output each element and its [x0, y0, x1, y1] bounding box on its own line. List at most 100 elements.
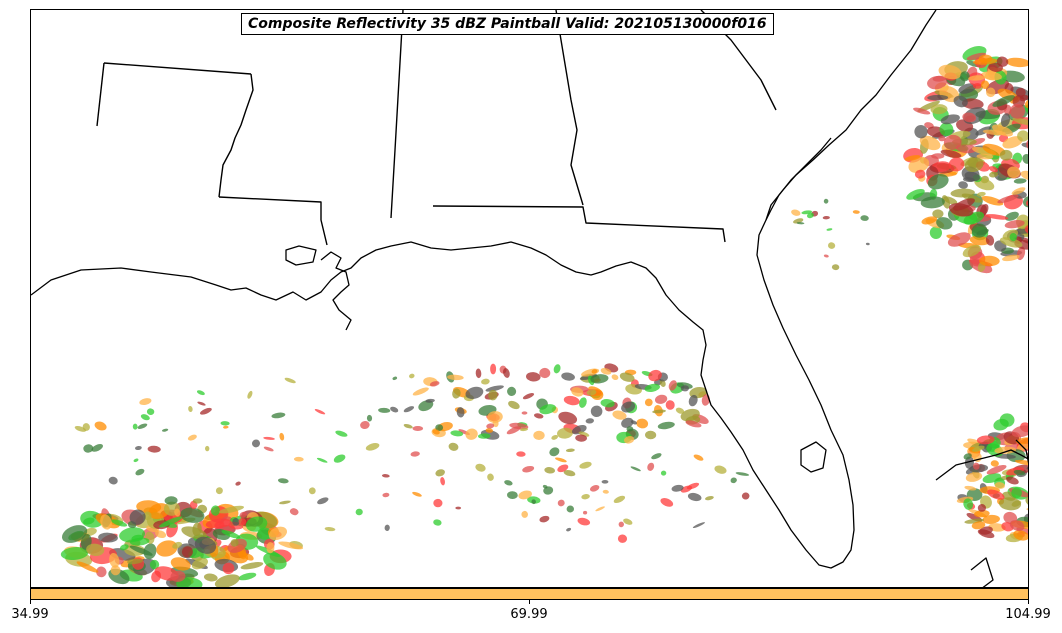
reflectivity-blob: [324, 527, 336, 532]
reflectivity-blob: [591, 369, 598, 374]
reflectivity-blob: [382, 492, 390, 498]
reflectivity-blob: [174, 508, 181, 517]
reflectivity-blob: [435, 469, 445, 477]
reflectivity-blob: [823, 254, 829, 258]
reflectivity-blob: [1016, 437, 1028, 445]
reflectivity-blob: [197, 401, 206, 406]
reflectivity-blob: [590, 484, 600, 492]
reflectivity-blob: [964, 157, 984, 173]
reflectivity-blob: [963, 498, 974, 510]
reflectivity-blob: [279, 432, 285, 441]
reflectivity-blob: [985, 234, 995, 246]
reflectivity-blob: [1026, 507, 1028, 513]
reflectivity-blob: [240, 562, 264, 570]
reflectivity-blob: [100, 514, 112, 530]
reflectivity-blob: [412, 387, 429, 396]
reflectivity-blob: [976, 191, 986, 197]
reflectivity-blob: [962, 244, 981, 258]
reflectivity-blob: [215, 487, 223, 495]
reflectivity-blob: [579, 397, 587, 408]
reflectivity-blob: [1021, 142, 1028, 149]
reflectivity-blob: [245, 516, 268, 532]
reflectivity-blob: [384, 524, 390, 531]
reflectivity-blob: [533, 413, 544, 419]
reflectivity-blob: [860, 215, 869, 221]
reflectivity-blob: [140, 414, 150, 421]
reflectivity-blob: [971, 521, 986, 530]
reflectivity-blob: [932, 75, 947, 82]
reflectivity-blob: [418, 400, 434, 412]
reflectivity-blob: [289, 508, 299, 516]
reflectivity-blob: [1000, 113, 1011, 127]
reflectivity-blob: [953, 95, 968, 108]
reflectivity-blob: [950, 188, 975, 198]
reflectivity-blob: [561, 372, 575, 381]
reflectivity-blob: [600, 399, 615, 408]
reflectivity-blob: [129, 537, 150, 546]
reflectivity-blob: [1007, 166, 1021, 179]
reflectivity-blob: [410, 451, 420, 457]
reflectivity-blob: [149, 559, 160, 570]
reflectivity-blob: [600, 367, 612, 375]
reflectivity-blob: [999, 149, 1013, 161]
reflectivity-blob: [927, 94, 949, 101]
reflectivity-blob: [172, 541, 183, 549]
reflectivity-blob: [575, 434, 587, 442]
reflectivity-blob: [360, 420, 370, 430]
reflectivity-blob: [581, 494, 590, 500]
reflectivity-blob: [1014, 459, 1028, 466]
reflectivity-blob: [239, 511, 247, 518]
colorbar-tick-label-mid: 69.99: [510, 607, 548, 622]
reflectivity-blob: [964, 456, 975, 469]
reflectivity-blob: [645, 430, 657, 440]
reflectivity-blob: [83, 444, 94, 453]
reflectivity-blob: [1028, 484, 1029, 493]
reflectivity-blob: [557, 499, 565, 507]
reflectivity-blob: [488, 389, 498, 401]
reflectivity-blob: [1013, 530, 1028, 541]
reflectivity-blob: [692, 522, 705, 529]
reflectivity-blob: [557, 464, 569, 473]
reflectivity-blob: [647, 462, 655, 471]
colorbar-tick-left: [30, 600, 31, 604]
reflectivity-blob: [686, 482, 700, 490]
reflectivity-blob: [543, 486, 554, 495]
reflectivity-blob: [132, 423, 138, 430]
reflectivity-blob: [203, 573, 218, 582]
reflectivity-blob: [392, 376, 398, 381]
reflectivity-blob: [478, 433, 491, 439]
reflectivity-blob: [693, 454, 704, 461]
reflectivity-blob: [129, 509, 146, 525]
reflectivity-blob: [487, 411, 503, 423]
reflectivity-blob: [687, 492, 702, 502]
reflectivity-blob: [972, 445, 985, 452]
reflectivity-blob: [585, 418, 594, 424]
reflectivity-blob: [619, 372, 635, 382]
reflectivity-blob: [920, 196, 945, 209]
reflectivity-blob: [1022, 153, 1028, 164]
reflectivity-blob: [542, 484, 548, 489]
reflectivity-blob: [544, 467, 556, 474]
reflectivity-blob: [823, 198, 829, 204]
reflectivity-blob: [671, 484, 684, 492]
reflectivity-blob: [317, 497, 329, 505]
colorbar-tick-label-min: 34.99: [11, 607, 49, 622]
reflectivity-blob: [475, 368, 482, 379]
reflectivity-blob: [222, 562, 235, 575]
reflectivity-blob: [465, 428, 478, 440]
reflectivity-blob: [403, 406, 415, 413]
reflectivity-blob: [278, 541, 304, 550]
reflectivity-blob: [223, 425, 229, 429]
reflectivity-blob: [938, 136, 946, 142]
reflectivity-blob: [932, 209, 944, 219]
reflectivity-blob: [147, 445, 161, 453]
reflectivity-blob: [221, 530, 241, 539]
reflectivity-blob: [110, 565, 121, 576]
reflectivity-blob: [1002, 254, 1020, 262]
reflectivity-blob: [994, 446, 1017, 454]
reflectivity-blob: [549, 447, 560, 457]
reflectivity-blob: [1002, 136, 1023, 149]
reflectivity-blob: [355, 508, 363, 516]
reflectivity-blob: [539, 404, 557, 415]
reflectivity-blob: [450, 430, 464, 437]
